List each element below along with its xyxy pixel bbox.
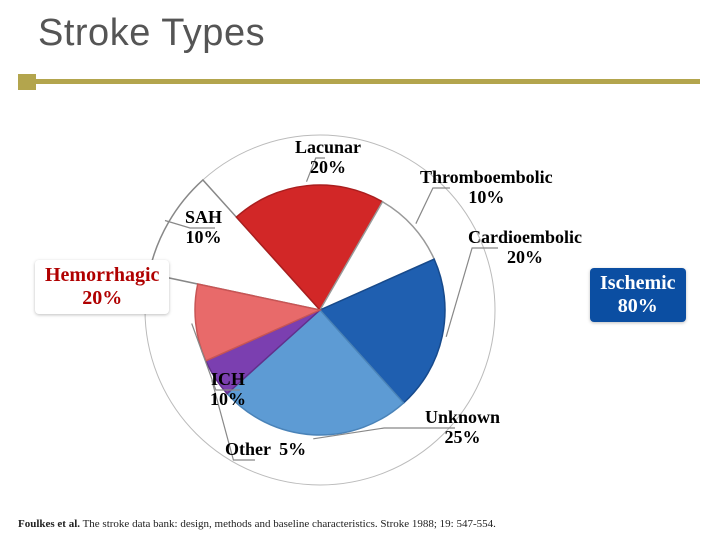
label-sah-text: SAH	[185, 207, 222, 227]
label-ich-text: ICH	[211, 369, 245, 389]
label-hemorrhagic-text: Hemorrhagic	[45, 264, 159, 286]
label-other-pct: 5%	[279, 439, 306, 459]
label-other: Other 5%	[225, 440, 306, 460]
label-ischemic-pct: 80%	[600, 295, 676, 318]
label-thromboembolic-pct: 10%	[420, 188, 553, 208]
label-lacunar-pct: 20%	[295, 158, 361, 178]
page-title: Stroke Types	[38, 12, 265, 55]
label-thromboembolic: Thromboembolic 10%	[420, 168, 553, 208]
accent-square	[18, 74, 36, 90]
label-cardioembolic-text: Cardioembolic	[468, 227, 582, 247]
label-ich-pct: 10%	[210, 390, 246, 410]
label-cardioembolic-pct: 20%	[468, 248, 582, 268]
label-ich: ICH 10%	[210, 370, 246, 410]
label-lacunar: Lacunar 20%	[295, 138, 361, 178]
citation-author: Foulkes et al.	[18, 518, 80, 530]
citation-rest: The stroke data bank: design, methods an…	[80, 518, 496, 530]
label-hemorrhagic-pct: 20%	[45, 287, 159, 310]
label-sah-pct: 10%	[185, 228, 222, 248]
title-rule	[0, 74, 720, 90]
label-sah: SAH 10%	[185, 208, 222, 248]
accent-rule	[36, 79, 700, 84]
label-other-text: Other	[225, 439, 271, 459]
label-unknown-text: Unknown	[425, 407, 500, 427]
citation: Foulkes et al. The stroke data bank: des…	[18, 518, 496, 530]
label-ischemic-text: Ischemic	[600, 272, 676, 294]
label-cardioembolic: Cardioembolic 20%	[468, 228, 582, 268]
label-unknown: Unknown 25%	[425, 408, 500, 448]
label-unknown-pct: 25%	[425, 428, 500, 448]
label-ischemic: Ischemic 80%	[590, 268, 686, 322]
label-thromboembolic-text: Thromboembolic	[420, 167, 553, 187]
label-hemorrhagic: Hemorrhagic 20%	[35, 260, 169, 314]
label-lacunar-text: Lacunar	[295, 137, 361, 157]
